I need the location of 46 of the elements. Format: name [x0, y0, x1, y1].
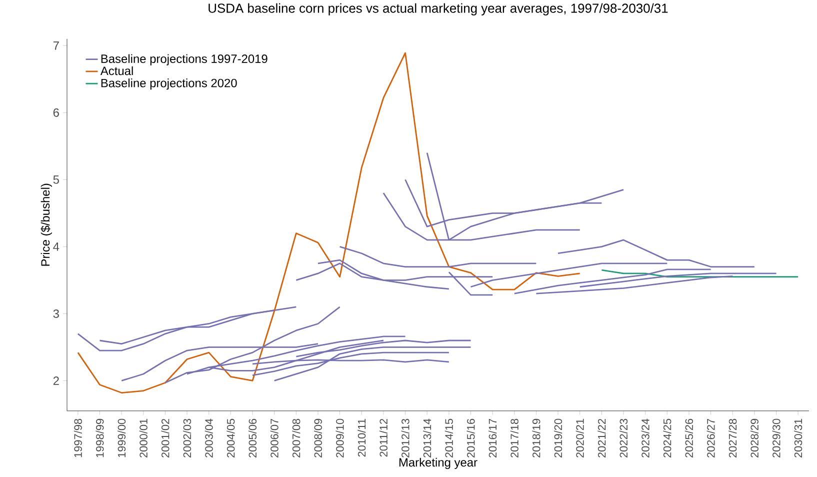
x-axis-title: Marketing year: [399, 458, 478, 470]
x-tick-label: 2016/17: [488, 419, 497, 458]
x-tick-label: 2030/31: [794, 419, 802, 458]
x-tick-label: 2013/14: [423, 418, 432, 458]
x-tick-label: 2014/15: [444, 418, 453, 458]
legend-label: Baseline projections 2020: [101, 78, 237, 90]
y-tick-label: 6: [53, 108, 59, 117]
x-tick-label: 2004/05: [226, 418, 235, 458]
x-tick-label: 2006/07: [270, 419, 278, 458]
x-tick-label: 2017/18: [510, 418, 518, 458]
x-tick-label: 2002/03: [183, 418, 192, 458]
y-tick-label: 2: [53, 376, 59, 385]
x-tick-label: 1997/98: [74, 418, 82, 458]
y-axis-title: Price ($/bushel): [40, 184, 52, 266]
x-tick-label: 2003/04: [204, 418, 213, 458]
x-tick-label: 2020/21: [576, 419, 584, 458]
x-tick-label: 2021/22: [598, 419, 606, 458]
x-tick-label: 2015/16: [466, 418, 475, 458]
x-tick-label: 2023/24: [641, 418, 650, 458]
legend-label: Baseline projections 1997-2019: [101, 54, 268, 66]
x-tick-label: 2010/11: [358, 418, 366, 457]
y-tick-label: 4: [53, 242, 60, 251]
x-tick-label: 2019/20: [554, 418, 562, 458]
x-tick-label: 2027/28: [728, 418, 737, 458]
y-tick-label: 3: [53, 310, 59, 318]
x-tick-label: 2025/26: [684, 418, 693, 458]
x-tick-label: 2022/23: [619, 418, 628, 458]
x-tick-label: 2009/10: [336, 418, 344, 458]
legend-label: Actual: [100, 66, 133, 76]
x-tick-label: 2011/12: [379, 419, 388, 457]
y-tick-label: 5: [53, 176, 59, 184]
x-tick-label: 2001/02: [161, 419, 170, 458]
chart-title: USDA baseline corn prices vs actual marketing year averages, 1997/98-2030/31: [208, 3, 668, 16]
x-tick-label: 2018/19: [532, 418, 540, 458]
x-tick-label: 2005/06: [248, 418, 257, 458]
x-tick-label: 2007/08: [292, 418, 300, 458]
x-tick-label: 2029/30: [772, 418, 780, 458]
x-tick-label: 2000/01: [139, 419, 148, 458]
x-tick-label: 2028/29: [750, 418, 758, 458]
y-tick-label: 7: [53, 42, 59, 50]
x-tick-label: 2026/27: [706, 419, 715, 458]
x-tick-label: 1998/99: [96, 418, 104, 458]
x-tick-label: 2024/25: [663, 418, 672, 458]
x-tick-label: 2008/09: [314, 418, 322, 458]
x-tick-label: 1999/00: [118, 418, 126, 458]
x-tick-label: 2012/13: [401, 418, 410, 458]
